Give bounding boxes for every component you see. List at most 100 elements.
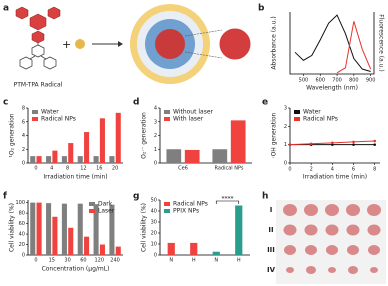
y-tick-label: 0 xyxy=(22,161,25,167)
y-tick-label: 50 xyxy=(151,198,157,204)
bar xyxy=(61,203,67,255)
y-tick-label: 0 xyxy=(154,161,157,167)
bar xyxy=(190,242,198,255)
bar xyxy=(167,242,175,255)
y-axis-label: Cell viability (%) xyxy=(141,203,148,252)
legend-label: Dark xyxy=(98,201,113,208)
tumor xyxy=(286,267,294,273)
x-tick-label: H xyxy=(192,258,196,264)
x-tick-label: 0 xyxy=(288,167,291,173)
bar xyxy=(212,149,228,163)
y-tick-label: 2 xyxy=(284,124,287,130)
x-tick-label: 6 xyxy=(352,167,355,173)
tumor xyxy=(306,266,316,274)
y-axis-label: O₂·⁻ generation xyxy=(141,112,148,159)
tumor xyxy=(328,267,336,273)
y-tick-label: 0 xyxy=(154,253,157,259)
bar xyxy=(99,118,105,163)
y-tick-label: 0 xyxy=(22,253,25,259)
y-tick-label: 2 xyxy=(22,147,25,153)
x-tick-label: 600 xyxy=(315,78,325,84)
bar xyxy=(77,203,83,255)
y-axis-label: Absorbance (a.u.) xyxy=(271,16,278,69)
tumor xyxy=(325,204,339,216)
panel-label: a xyxy=(3,4,9,14)
x-axis-label: Concentration (μg/mL) xyxy=(42,266,110,273)
tumor xyxy=(283,224,297,236)
y-tick-label: 3 xyxy=(284,106,287,112)
x-tick-label: 800 xyxy=(349,78,359,84)
legend-swatch xyxy=(164,117,170,121)
bar xyxy=(109,204,115,255)
y-axis-label: ¹O₂ generation xyxy=(9,113,16,157)
legend-swatch xyxy=(164,202,170,206)
row-label: III xyxy=(267,246,275,254)
y-tick-label: 8 xyxy=(22,106,25,112)
tumor xyxy=(367,204,381,216)
y-tick-label: 40 xyxy=(151,209,157,215)
x-axis-label: Irradiation time (min) xyxy=(43,174,107,181)
bar xyxy=(84,132,90,163)
bar xyxy=(77,156,83,163)
y-tick-label: 20 xyxy=(151,231,157,237)
x-tick-label: 500 xyxy=(299,78,309,84)
y-tick-label: 40 xyxy=(19,232,25,238)
panel-label: d xyxy=(133,98,139,108)
x-tick-label: 4 xyxy=(331,167,334,173)
tumor xyxy=(367,224,381,236)
x-tick-label: 20 xyxy=(112,166,118,172)
tumor xyxy=(284,245,296,255)
legend-swatch xyxy=(164,209,170,213)
bar xyxy=(52,216,58,255)
x-tick-label: 900 xyxy=(366,78,376,84)
bar xyxy=(115,112,121,163)
x-tick-label: 8 xyxy=(373,167,376,173)
legend-label: Water xyxy=(41,109,59,116)
y-axis-label: ·OH generation xyxy=(271,112,278,158)
tumor xyxy=(348,266,358,274)
panel-label: h xyxy=(262,192,268,202)
bar xyxy=(230,120,246,163)
marker xyxy=(331,141,334,145)
marker xyxy=(373,139,377,143)
row-label: II xyxy=(268,226,273,234)
tumor xyxy=(347,245,359,255)
caption: PTM-TPA Radical xyxy=(14,82,63,89)
x-tick-label: 0 xyxy=(34,166,37,172)
legend-label: PPIX NPs xyxy=(173,208,199,215)
row-label: I xyxy=(270,206,273,214)
bar xyxy=(84,236,90,255)
tumor xyxy=(325,224,339,236)
x-tick-label: 16 xyxy=(96,166,102,172)
bar xyxy=(36,156,42,163)
x-tick-label: 4 xyxy=(50,166,53,172)
bar xyxy=(109,156,115,163)
legend-label: Radical NPs xyxy=(41,116,76,123)
bar xyxy=(46,156,52,163)
tumor xyxy=(283,204,297,216)
y-tick-label: 30 xyxy=(151,220,157,226)
x-tick-label: 120 xyxy=(94,258,104,264)
bar xyxy=(30,202,36,255)
bar xyxy=(93,204,99,255)
schematic: + xyxy=(15,4,252,84)
marker xyxy=(331,143,334,146)
y-tick-label: 4 xyxy=(22,133,25,139)
x-tick-label: N xyxy=(169,258,173,264)
line xyxy=(336,21,372,74)
tumor xyxy=(304,224,318,236)
x-tick-label: 0 xyxy=(34,258,37,264)
legend-label: Laser xyxy=(98,208,115,215)
legend-label: Water xyxy=(303,109,321,116)
panel-label: c xyxy=(3,98,8,108)
bar xyxy=(52,150,58,163)
bar xyxy=(184,149,200,163)
legend-label: Without laser xyxy=(173,109,214,116)
bar xyxy=(99,244,105,255)
x-tick-label: N xyxy=(214,258,218,264)
y2-axis-label: Fluorescence (a.u.) xyxy=(378,14,385,71)
bar xyxy=(235,205,243,255)
annotation: **** xyxy=(222,196,234,203)
bar xyxy=(68,143,74,163)
bar xyxy=(212,251,220,255)
